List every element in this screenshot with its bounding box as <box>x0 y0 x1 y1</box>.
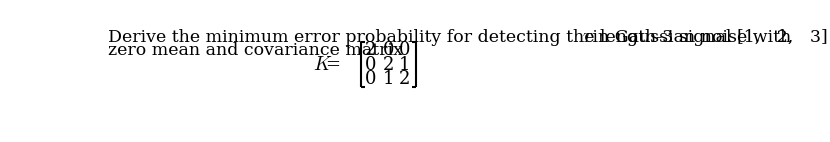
Text: Derive the minimum error probability for detecting the length-3 signal [1,   2, : Derive the minimum error probability for… <box>108 29 828 46</box>
Text: 0: 0 <box>383 41 395 59</box>
Text: zero mean and covariance matrix: zero mean and covariance matrix <box>108 42 403 59</box>
Text: 0: 0 <box>398 41 410 59</box>
Text: 0: 0 <box>364 70 376 88</box>
Text: in Gaussian noise with: in Gaussian noise with <box>588 29 792 46</box>
Text: 2: 2 <box>383 56 394 74</box>
Text: $K$: $K$ <box>313 56 332 74</box>
Text: =: = <box>325 56 339 74</box>
Text: 1: 1 <box>398 56 410 74</box>
Text: 1: 1 <box>383 70 395 88</box>
Text: 0: 0 <box>364 56 376 74</box>
Text: 2: 2 <box>398 70 410 88</box>
Text: $T$: $T$ <box>582 32 593 45</box>
Text: 2: 2 <box>364 41 376 59</box>
